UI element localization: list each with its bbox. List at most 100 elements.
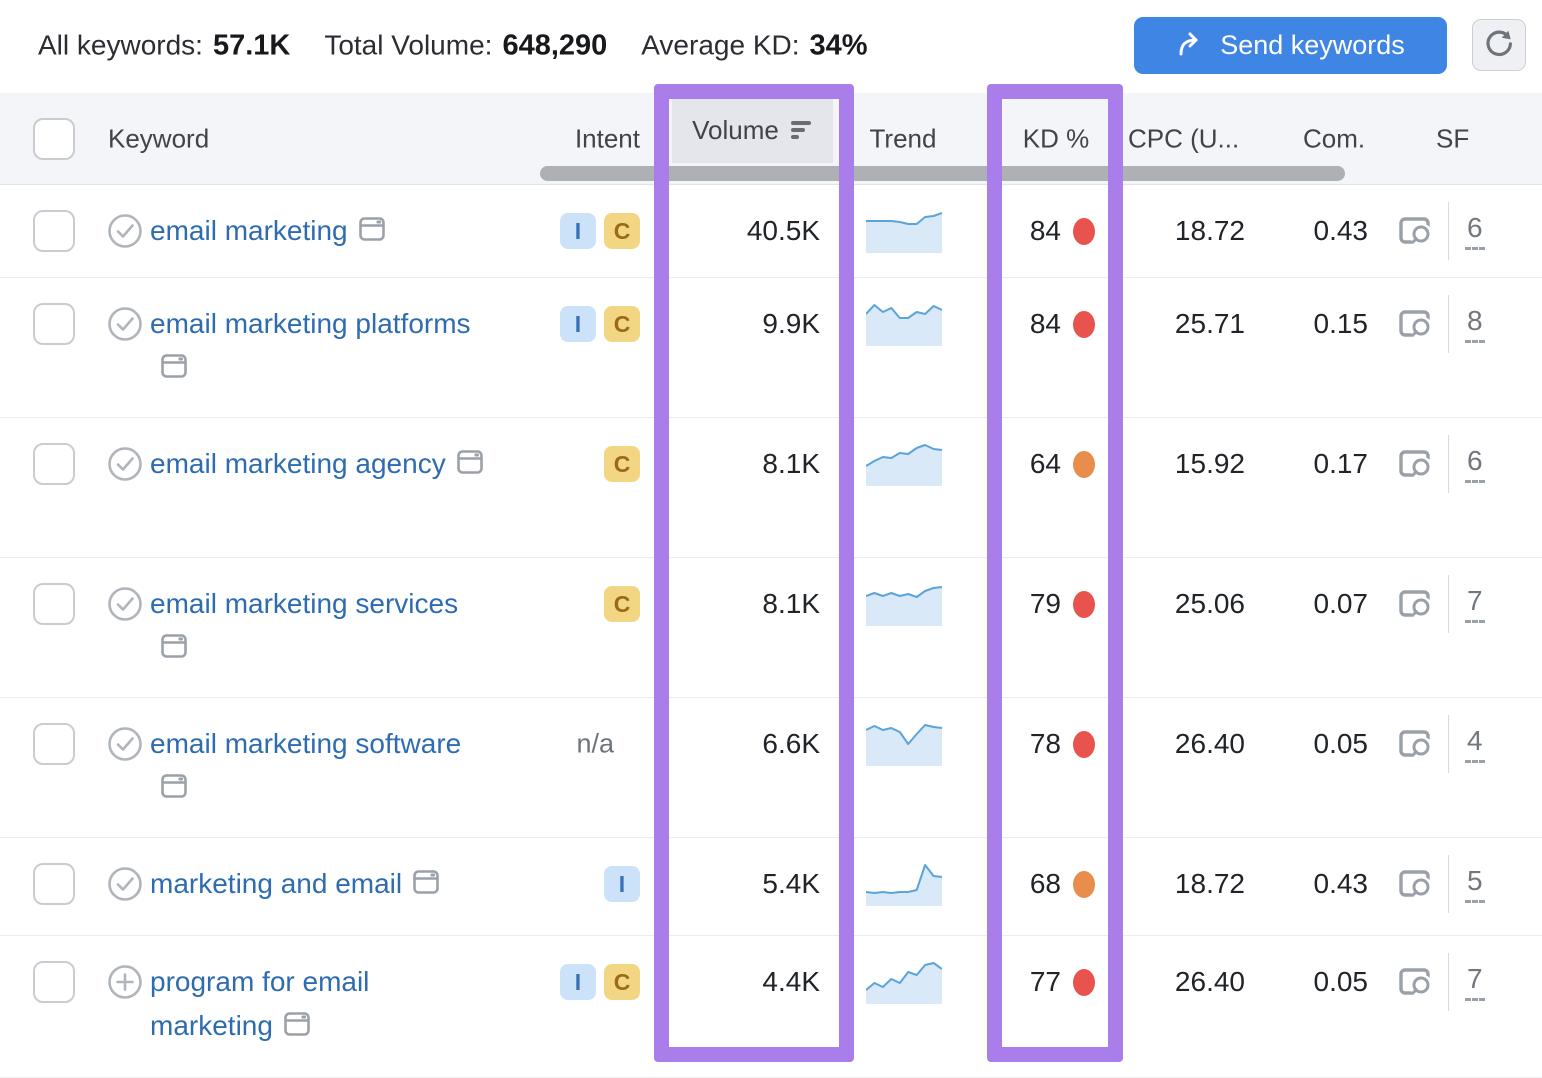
refresh-icon [1486,30,1512,57]
check-circle-icon[interactable] [106,725,144,763]
sf-count[interactable]: 4 [1465,725,1485,763]
row-checkbox[interactable] [33,303,75,345]
sf-cell: 7 [1398,575,1485,633]
select-all-checkbox[interactable] [33,118,75,160]
serp-features-icon [1399,450,1433,480]
sf-divider [1448,435,1449,493]
keyword-link[interactable]: program for email marketing [150,966,370,1041]
keyword-link[interactable]: email marketing software [150,728,462,759]
stat-label: Average KD: [641,29,800,61]
table-row: email marketing services C 8.1K 79 25.06… [0,558,1542,698]
row-checkbox[interactable] [33,723,75,765]
serp-features-icon [1399,870,1433,900]
arrow-curve-right-icon [1179,32,1198,55]
column-header-keyword[interactable]: Keyword [108,123,210,154]
column-header-com[interactable]: Com. [1303,123,1366,154]
intent-cell: C [500,586,640,622]
cpc-value: 26.40 [1174,966,1245,997]
com-value: 0.07 [1313,588,1369,619]
sf-count[interactable]: 8 [1465,305,1485,343]
serp-preview-icon[interactable] [159,351,189,381]
keyword-cell: marketing and email [150,862,495,906]
column-header-trend[interactable]: Trend [869,123,937,154]
kd-indicator-dot [1073,450,1095,478]
serp-features-icon [1399,217,1433,247]
intent-badge-c: C [604,586,640,622]
volume-value: 8.1K [762,448,820,479]
row-checkbox[interactable] [33,863,75,905]
volume-value: 5.4K [762,868,820,899]
row-checkbox[interactable] [33,210,75,252]
stat-total-volume: Total Volume: 648,290 [324,30,607,63]
cpc-value: 25.71 [1174,308,1245,339]
intent-na: n/a [576,728,614,759]
volume-value: 6.6K [762,728,820,759]
keyword-cell: email marketing platforms [150,302,495,390]
sf-count[interactable]: 6 [1465,445,1485,483]
kd-cell: 84 [989,215,1123,247]
send-keywords-button[interactable]: Send keywords [1134,17,1447,74]
sf-divider [1448,855,1449,913]
com-value: 0.05 [1313,728,1369,759]
kd-value: 84 [1029,308,1061,339]
sf-count[interactable]: 7 [1465,963,1485,1001]
toolbar: All keywords: 57.1K Total Volume: 648,29… [0,0,1542,93]
trend-sparkline [866,586,942,626]
column-header-volume[interactable]: Volume [672,97,833,163]
serp-preview-icon[interactable] [159,631,189,661]
trend-sparkline [866,212,942,253]
table-row: marketing and email I 5.4K 68 18.72 0.43 [0,838,1542,936]
check-circle-icon[interactable] [106,212,144,250]
keyword-link[interactable]: email marketing [150,215,348,246]
sf-cell: 8 [1398,295,1485,353]
com-value: 0.43 [1313,215,1369,246]
send-keywords-label: Send keywords [1220,30,1405,60]
check-circle-icon[interactable] [106,305,144,343]
sf-count[interactable]: 5 [1465,865,1485,903]
kd-value: 77 [1029,966,1061,997]
column-header-sf[interactable]: SF [1436,123,1470,154]
column-header-kd[interactable]: KD % [1022,123,1090,154]
sf-count[interactable]: 6 [1465,212,1485,250]
keyword-link[interactable]: email marketing agency [150,448,446,479]
row-checkbox[interactable] [33,443,75,485]
sf-count[interactable]: 7 [1465,585,1485,623]
check-circle-icon[interactable] [106,585,144,623]
refresh-button[interactable] [1472,19,1526,71]
check-circle-icon[interactable] [106,445,144,483]
add-keyword-icon[interactable] [106,963,144,1001]
trend-sparkline [866,444,942,486]
check-circle-icon[interactable] [106,865,144,903]
stat-value: 648,290 [502,29,608,62]
com-value: 0.15 [1313,308,1369,339]
stat-average-kd: Average KD: 34% [641,30,867,63]
stat-value: 34% [809,29,868,62]
serp-preview-icon[interactable] [159,771,189,801]
cpc-value: 26.40 [1174,728,1245,759]
row-checkbox[interactable] [33,583,75,625]
row-checkbox[interactable] [33,961,75,1003]
column-header-cpc[interactable]: CPC (U... [1128,123,1240,154]
keyword-link[interactable]: marketing and email [150,868,403,899]
table-row: email marketing agency C 8.1K 64 15.92 0… [0,418,1542,558]
horizontal-scrollbar[interactable] [540,166,1345,181]
serp-features-icon [1399,730,1433,760]
serp-preview-icon[interactable] [282,1009,312,1039]
serp-preview-icon[interactable] [357,214,387,244]
keyword-link[interactable]: email marketing services [150,588,459,619]
column-header-intent[interactable]: Intent [574,123,640,154]
serp-preview-icon[interactable] [455,447,485,477]
serp-preview-icon[interactable] [411,867,441,897]
volume-value: 8.1K [762,588,820,619]
kd-cell: 68 [989,868,1123,900]
keyword-link[interactable]: email marketing platforms [150,308,471,339]
kd-indicator-dot [1073,968,1095,996]
keyword-cell: email marketing services [150,582,495,670]
kd-value: 84 [1029,215,1061,246]
